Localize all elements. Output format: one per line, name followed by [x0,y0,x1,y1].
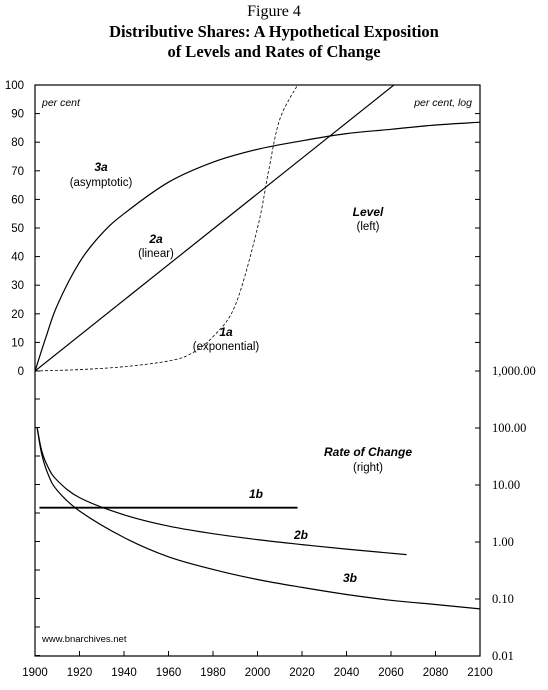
left-tick-label: 60 [11,194,24,206]
left-tick-label: 90 [11,109,24,121]
label-level: Level [353,205,384,219]
x-tick-label: 1900 [22,667,48,679]
x-tick-label: 2060 [378,667,404,679]
series-3b-line [36,427,480,610]
figure-label: Figure 4 [247,3,301,20]
left-tick-label: 20 [11,309,24,321]
left-tick-label: 80 [11,137,24,149]
left-tick-label: 40 [11,252,24,264]
x-tick-label: 2040 [334,667,360,679]
series-1a-line [35,85,298,372]
right-tick-label: 10.00 [492,478,520,492]
right-tick-label: 100.00 [492,421,526,435]
x-tick-label: 1960 [156,667,182,679]
series-3a-line [35,121,480,372]
label-1a: 1a [219,325,233,339]
label-1b: 1b [249,487,263,501]
series-2a-line [35,85,395,372]
label-3a-sub: (asymptotic) [70,177,133,189]
right-tick-label: 0.01 [492,649,514,663]
x-tick-label: 1920 [67,667,93,679]
label-2a-sub: (linear) [138,248,174,260]
label-rate-of-change-sub: (right) [353,462,383,474]
series-layer [35,85,480,610]
x-tick-label: 1940 [111,667,137,679]
x-tick-label: 2100 [467,667,493,679]
right-tick-label: 0.10 [492,592,514,606]
left-tick-label: 100 [5,80,24,92]
left-axis-unit: per cent [41,97,81,109]
x-tick-label: 2000 [245,667,271,679]
label-level-sub: (left) [357,221,380,233]
label-2b: 2b [293,528,308,542]
left-tick-label: 30 [11,280,24,292]
figure-title-line2: of Levels and Rates of Change [167,42,381,61]
figure-header: Figure 4 Distributive Shares: A Hypothet… [0,2,548,62]
x-tick-label: 2020 [289,667,315,679]
label-2a: 2a [148,232,163,246]
figure-title-line1: Distributive Shares: A Hypothetical Expo… [109,22,439,41]
right-axis-ticks: 1,000.00 100.00 10.00 1.00 0.10 0.01 [475,84,536,663]
right-axis-unit: per cent, log [413,97,472,109]
x-tick-label: 2080 [423,667,449,679]
left-tick-label: 10 [11,337,24,349]
label-3b: 3b [343,571,357,585]
label-3a: 3a [94,160,108,174]
credit-text: www.bnarchives.net [41,634,127,645]
right-tick-label: 1,000.00 [492,364,536,378]
x-axis-ticks: 1900 1920 1940 1960 1980 2000 2020 2040 2060 2080… [22,651,493,679]
series-2b-line [36,427,407,556]
left-tick-label: 50 [11,223,24,235]
left-tick-label: 0 [18,366,24,378]
x-tick-label: 1980 [200,667,226,679]
label-1a-sub: (exponential) [193,341,260,353]
left-tick-label: 70 [11,166,24,178]
right-tick-label: 1.00 [492,535,514,549]
label-rate-of-change: Rate of Change [324,445,412,459]
